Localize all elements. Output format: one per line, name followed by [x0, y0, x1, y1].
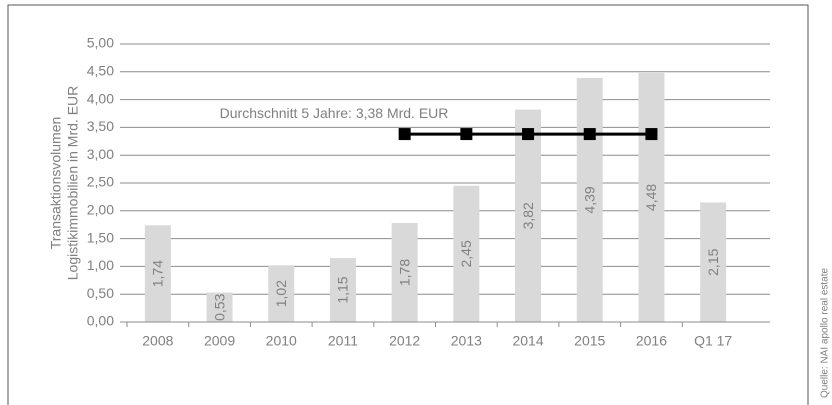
value-label: 2,45 [458, 240, 474, 267]
bar [391, 223, 418, 322]
bar [576, 77, 603, 322]
bar [206, 292, 233, 322]
value-label: 4,48 [643, 184, 659, 211]
x-tick-label: 2011 [328, 333, 358, 349]
average-marker [522, 128, 535, 141]
y-axis-label: Logistikimmobilien in Mrd. EUR [65, 86, 81, 281]
average-marker [583, 128, 596, 141]
bar [638, 72, 665, 322]
value-label: 0,53 [211, 293, 227, 320]
value-label: 2,15 [705, 248, 721, 275]
source: Quelle: NAI apollo real estate [820, 267, 831, 398]
value-label: 1,15 [335, 276, 351, 303]
value-label: 1,78 [396, 259, 412, 286]
x-tick-label: 2012 [389, 333, 420, 349]
value-label: 4,39 [581, 186, 597, 213]
y-tick-label: 1,50 [87, 229, 114, 245]
x-tick-label: 2015 [574, 333, 605, 349]
average-marker [460, 128, 473, 141]
y-axis-label: Transaktionsvolumen [48, 117, 64, 250]
average-marker [398, 128, 411, 141]
x-tick-label: Q1 17 [694, 333, 732, 349]
y-tick-label: 3,50 [87, 118, 114, 134]
bar [700, 202, 727, 322]
bar [515, 109, 542, 322]
y-tick-label: 1,00 [87, 257, 114, 273]
bar [329, 258, 356, 322]
y-tick-label: 4,00 [87, 90, 114, 106]
y-tick-label: 2,00 [87, 202, 114, 218]
value-label: 1,74 [150, 260, 166, 287]
y-tick-label: 3,00 [87, 146, 114, 162]
bar [144, 225, 171, 322]
value-label: 1,02 [273, 280, 289, 307]
frame [7, 4, 809, 405]
y-tick-label: 4,50 [87, 63, 114, 79]
x-tick-label: 2009 [204, 333, 235, 349]
average-marker [645, 128, 658, 141]
x-tick-label: 2014 [512, 333, 543, 349]
y-tick-label: 0,50 [87, 285, 114, 301]
value-label: 3,82 [520, 202, 536, 229]
x-tick-label: 2008 [142, 333, 173, 349]
bar [268, 265, 295, 322]
y-tick-label: 5,00 [87, 35, 114, 51]
y-tick-label: 0,00 [87, 313, 114, 329]
x-tick-label: 2010 [266, 333, 297, 349]
bar [453, 185, 480, 322]
annotation: Durchschnitt 5 Jahre: 3,38 Mrd. EUR [220, 105, 449, 121]
x-tick-label: 2013 [451, 333, 482, 349]
x-tick-label: 2016 [636, 333, 667, 349]
y-tick-label: 2,50 [87, 174, 114, 190]
